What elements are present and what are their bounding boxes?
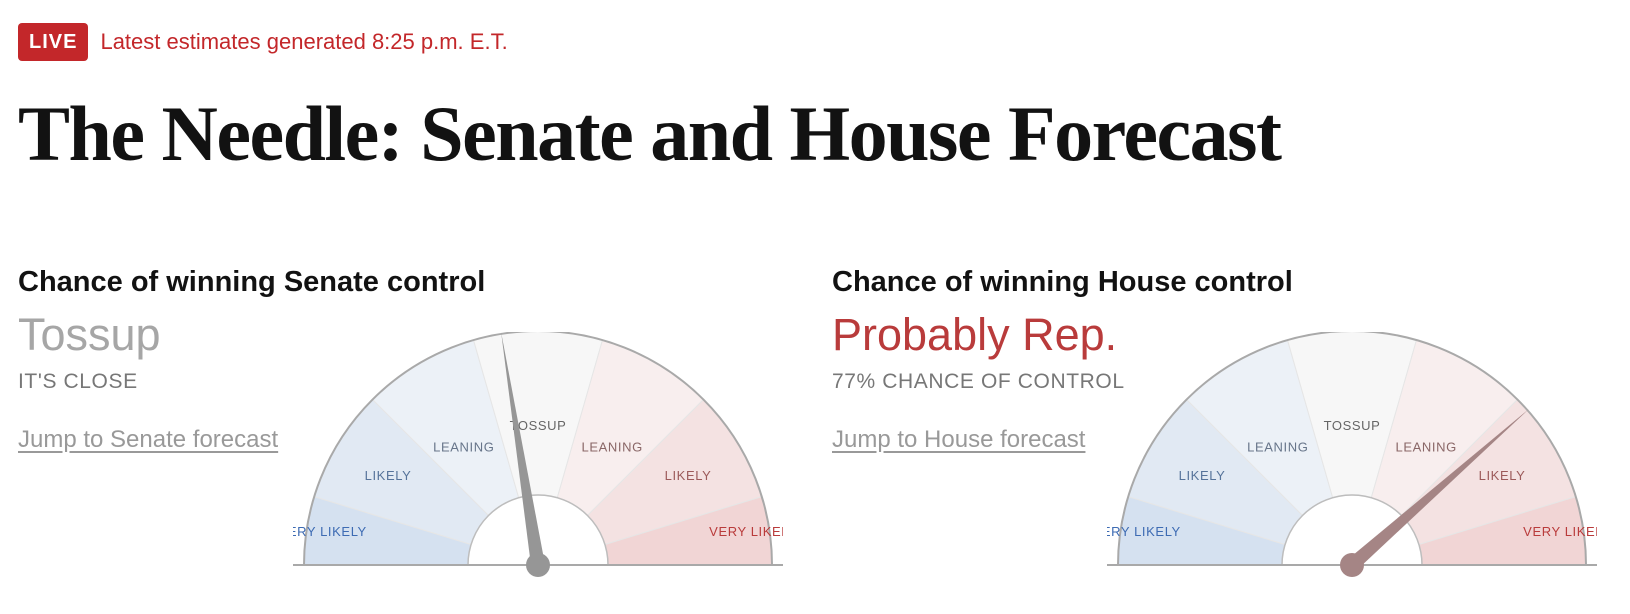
live-badge: LIVE (18, 23, 89, 61)
jump-to-senate-link[interactable]: Jump to Senate forecast (18, 426, 279, 453)
house-needle (1347, 408, 1530, 571)
senate-gauge-label-dem-likely: LIKELY (365, 468, 412, 483)
house-subtext: 77% CHANCE OF CONTROL (832, 370, 1125, 393)
house-status: Probably Rep. (832, 309, 1118, 360)
house-needle-pivot (1340, 553, 1364, 577)
senate-heading: Chance of winning Senate control (18, 266, 486, 298)
senate-gauge-label-tossup: TOSSUP (510, 418, 567, 433)
house-heading: Chance of winning House control (832, 266, 1293, 298)
house-gauge-hub (1281, 494, 1423, 566)
house-gauge-label-rep-leaning: LEANING (1396, 439, 1457, 454)
jump-to-house-link[interactable]: Jump to House forecast (832, 426, 1086, 453)
house-gauge-label-dem-leaning: LEANING (1247, 439, 1308, 454)
senate-gauge: VERY LIKELY LIKELY LEANING TOSSUP LEANING LIK… (279, 330, 797, 607)
last-updated-timestamp: Latest estimates generated 8:25 p.m. E.T… (100, 29, 508, 54)
live-banner: LIVE Latest estimates generated 8:25 p.m… (18, 23, 508, 61)
house-gauge-label-dem-likely: LIKELY (1179, 468, 1226, 483)
house-gauge-label-rep-very-likely: VERY LIKELY (1523, 524, 1597, 539)
senate-gauge-label-dem-leaning: LEANING (433, 439, 494, 454)
senate-panel: Chance of winning Senate control Tossup … (18, 260, 808, 600)
house-gauge: VERY LIKELY LIKELY LEANING TOSSUP LEANING LIK… (1093, 330, 1611, 607)
house-panel: Chance of winning House control Probably… (832, 260, 1622, 600)
senate-gauge-label-rep-leaning: LEANING (582, 439, 643, 454)
senate-gauge-label-rep-very-likely: VERY LIKELY (709, 524, 783, 539)
house-gauge-svg: VERY LIKELY LIKELY LEANING TOSSUP LEANING LIK… (1093, 330, 1611, 577)
house-gauge-label-tossup: TOSSUP (1324, 418, 1381, 433)
senate-gauge-svg: VERY LIKELY LIKELY LEANING TOSSUP LEANING LIK… (279, 330, 797, 577)
senate-needle (501, 331, 545, 567)
senate-needle-pivot (526, 553, 550, 577)
house-gauge-label-dem-very-likely: VERY LIKELY (1107, 524, 1181, 539)
senate-status: Tossup (18, 309, 161, 360)
page-title: The Needle: Senate and House Forecast (18, 90, 1282, 177)
senate-gauge-label-rep-likely: LIKELY (665, 468, 712, 483)
senate-subtext: IT'S CLOSE (18, 370, 138, 393)
house-gauge-label-rep-likely: LIKELY (1479, 468, 1526, 483)
senate-gauge-label-dem-very-likely: VERY LIKELY (293, 524, 367, 539)
